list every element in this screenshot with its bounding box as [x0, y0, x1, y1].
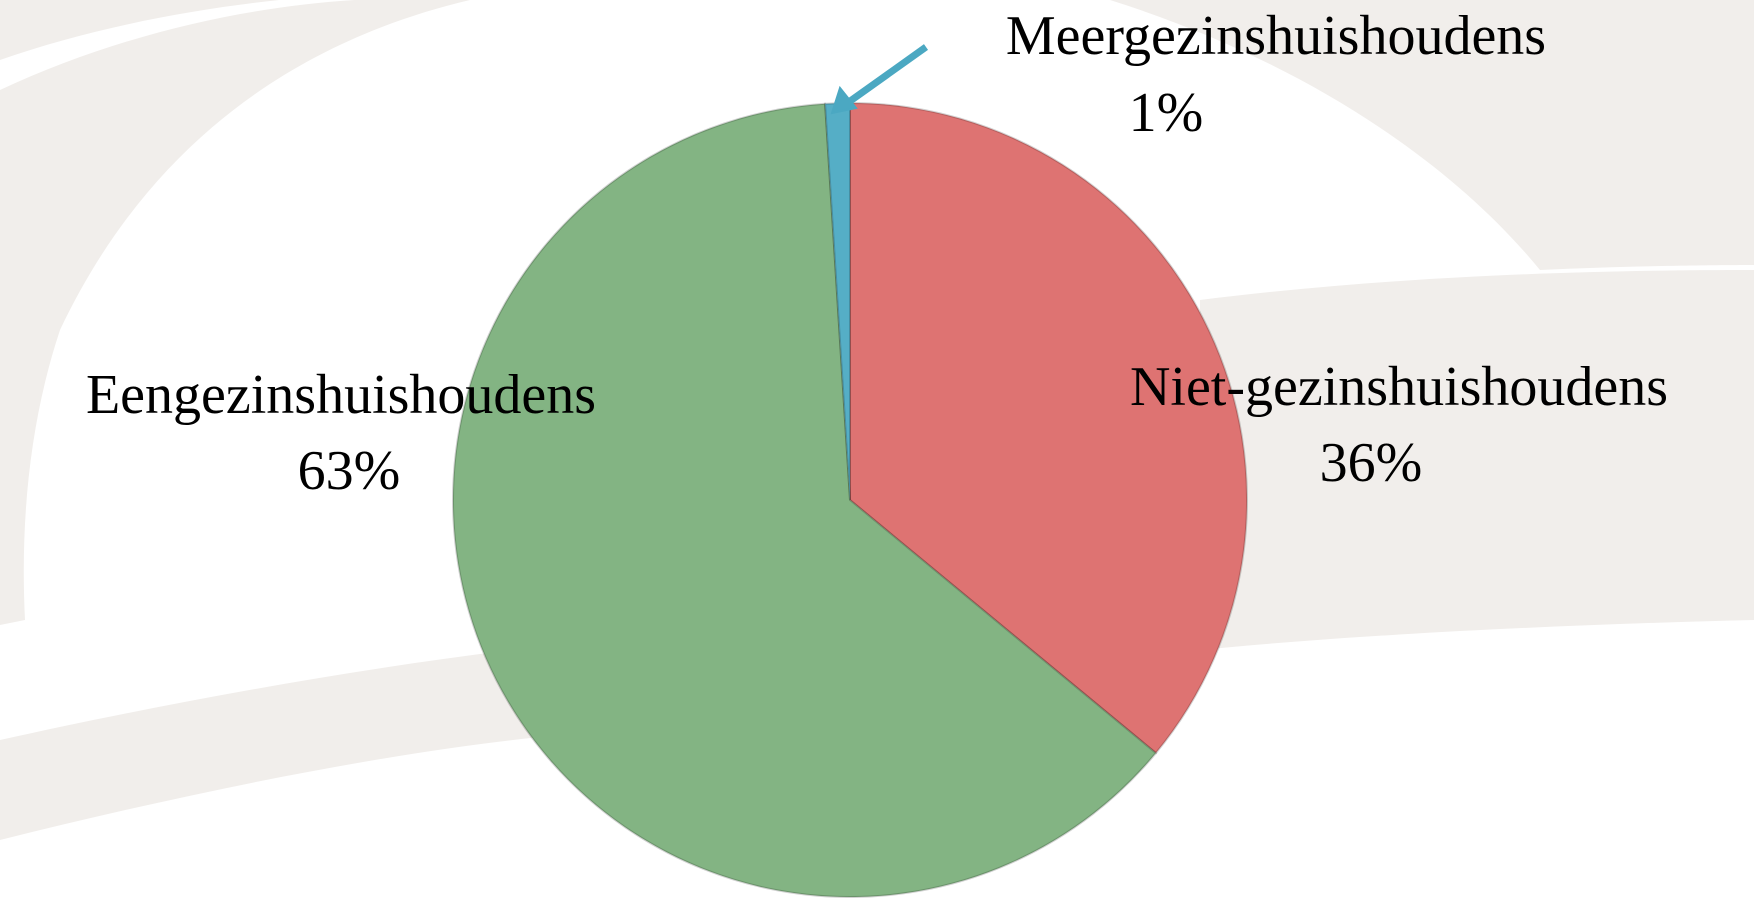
pie-slice: [849, 101, 1248, 755]
background-decor: [0, 0, 1754, 840]
slice-label: Eengezinshuishoudens: [86, 364, 596, 426]
pie-slice: [452, 102, 1158, 898]
slice-value-label: 1%: [1129, 82, 1204, 144]
slice-label: Niet-gezinshuishoudens: [1130, 356, 1668, 418]
slice-label: Meergezinshuishoudens: [1006, 5, 1546, 67]
slice-value-label: 36%: [1320, 432, 1423, 494]
slice-value-label: 63%: [298, 440, 401, 502]
pie: [452, 101, 1248, 898]
leader-arrow: [830, 44, 929, 115]
